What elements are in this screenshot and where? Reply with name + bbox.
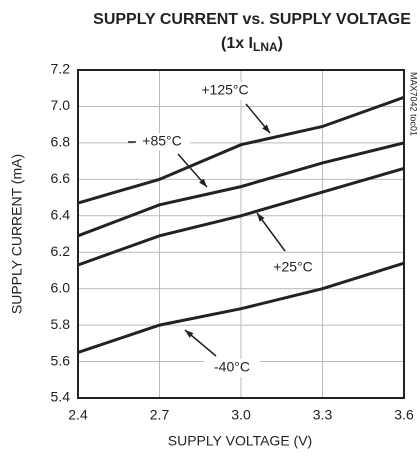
series-line [77,261,405,354]
chart-subtitle: (1x ILNA) [221,35,283,54]
x-tick-label: 2.4 [68,407,88,423]
label-bg [265,259,321,277]
label-bg [197,82,253,100]
arrow-head [257,213,265,222]
plot-frame [77,69,405,399]
series-line [77,141,405,238]
series-label: +85°C [142,133,181,149]
y-tick-label: 6.8 [51,134,71,150]
series-line [77,95,405,205]
y-tick-label: 6.2 [51,243,71,259]
arrow-head [262,124,270,133]
series-label: +125°C [201,82,248,98]
x-tick-label: 3.0 [231,407,251,423]
y-tick-label: 7.0 [51,97,71,113]
x-tick-label: 2.7 [150,407,170,423]
label-bg [134,133,190,151]
x-tick-label: 3.6 [394,407,414,423]
arrow-head [185,330,194,338]
subtitle-part: ) [278,35,283,52]
x-tick-label: 3.3 [313,407,333,423]
watermark: MAX7042 toc01 [409,72,419,136]
y-tick-label: 6.4 [51,206,71,222]
series-label: -40°C [214,359,250,375]
y-tick-label: 6.6 [51,170,71,186]
series-line [77,166,405,267]
x-axis-label: SUPPLY VOLTAGE (V) [168,433,312,449]
subtitle-sub: LNA [253,40,278,54]
y-tick-label: 6.0 [51,279,71,295]
arrow-head [199,178,207,187]
y-tick-label: 5.4 [51,389,71,405]
series-label: +25°C [273,259,312,275]
y-tick-label: 5.8 [51,316,71,332]
y-tick-label: 7.2 [51,61,71,77]
chart-title: SUPPLY CURRENT vs. SUPPLY VOLTAGE [93,11,411,28]
y-axis-label: SUPPLY CURRENT (mA) [9,154,25,314]
y-tick-label: 5.6 [51,352,71,368]
subtitle-part: (1x I [221,35,253,52]
label-bg [204,359,260,377]
